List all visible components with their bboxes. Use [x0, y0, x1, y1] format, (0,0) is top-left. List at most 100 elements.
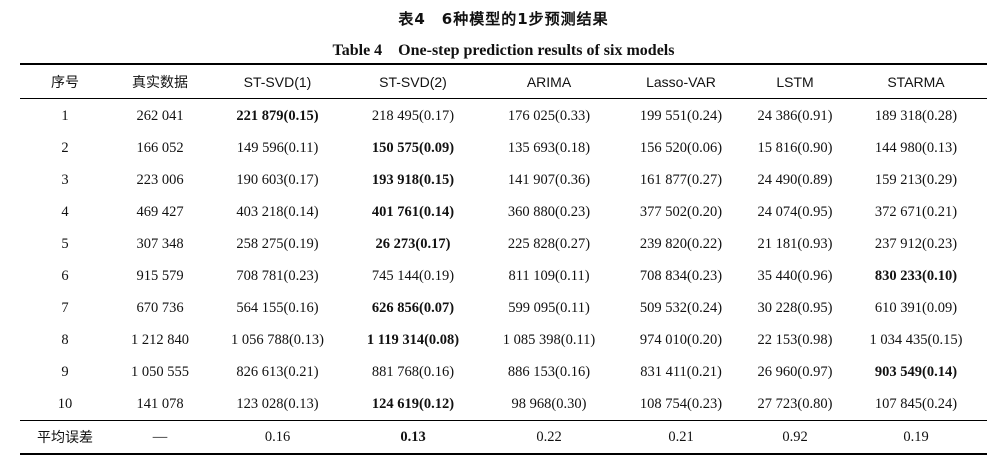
cell-arima: 98 968(0.30) [511, 395, 587, 412]
document-page: 表4 6种模型的1步预测结果 Table 4 One-step predicti… [20, 10, 987, 454]
average-error-starma: 0.19 [903, 428, 929, 445]
cell-arima: 176 025(0.33) [507, 107, 591, 124]
cell-starma: 144 980(0.13) [874, 139, 958, 156]
average-error-true-data: — [152, 428, 168, 445]
cell-arima: 360 880(0.23) [507, 203, 591, 220]
cell-st-svd-1: 221 879(0.15) [236, 107, 319, 124]
header-st-svd-1: ST-SVD(1) [243, 73, 312, 90]
table-body: 1 262 041 221 879(0.15) 218 495(0.17) 176 02… [20, 99, 987, 454]
cell-starma: 237 912(0.23) [874, 235, 958, 252]
cell-lstm: 21 181(0.93) [757, 235, 833, 252]
cell-lasso-var: 156 520(0.06) [639, 139, 723, 156]
cell-st-svd-1: 258 275(0.19) [236, 235, 319, 252]
table-row: 8 1 212 840 1 056 788(0.13) 1 119 314(0.08)… [20, 324, 987, 356]
cell-st-svd-1: 1 056 788(0.13) [230, 331, 325, 348]
cell-true-data: 166 052 [136, 139, 184, 156]
header-st-svd-2: ST-SVD(2) [379, 73, 447, 90]
cell-true-data: 670 736 [136, 299, 184, 316]
table-row: 4 469 427 403 218(0.14) 401 761(0.14) 360 88… [20, 196, 987, 228]
cell-lasso-var: 377 502(0.20) [639, 203, 723, 220]
cell-true-data: 915 579 [136, 267, 184, 284]
cell-st-svd-1: 708 781(0.23) [236, 267, 319, 284]
cell-true-data: 1 050 555 [131, 363, 189, 380]
cell-lasso-var: 831 411(0.21) [640, 363, 722, 380]
cell-arima: 886 153(0.16) [507, 363, 591, 380]
cell-starma: 159 213(0.29) [874, 171, 958, 188]
cell-arima: 135 693(0.18) [507, 139, 591, 156]
cell-true-data: 1 212 840 [131, 331, 189, 348]
cell-lstm: 27 723(0.80) [757, 395, 833, 412]
cell-st-svd-2: 193 918(0.15) [371, 171, 455, 188]
average-error-st-svd-1: 0.16 [264, 428, 291, 445]
header-starma: STARMA [887, 73, 945, 90]
cell-true-data: 141 078 [136, 395, 184, 412]
cell-lstm: 24 490(0.89) [757, 171, 833, 188]
average-error-lasso-var: 0.21 [668, 428, 694, 445]
header-arima: ARIMA [526, 73, 572, 90]
cell-st-svd-2: 1 119 314(0.08) [366, 331, 460, 348]
table-row: 6 915 579 708 781(0.23) 745 144(0.19) 811 10… [20, 260, 987, 292]
cell-arima: 141 907(0.36) [507, 171, 591, 188]
table-header: 序号 真实数据 ST-SVD(1) ST-SVD(2) ARIMA Lasso-… [20, 64, 987, 99]
average-error-row: 平均误差 — 0.16 0.13 0.22 0.21 0.92 0.19 [20, 420, 987, 454]
cell-st-svd-1: 149 596(0.11) [236, 139, 319, 156]
cell-index: 7 [61, 299, 69, 316]
average-error-arima: 0.22 [536, 428, 562, 445]
cell-lstm: 24 386(0.91) [757, 107, 833, 124]
cell-lstm: 15 816(0.90) [757, 139, 833, 156]
cell-st-svd-2: 124 619(0.12) [371, 395, 455, 412]
cell-st-svd-2: 26 273(0.17) [375, 235, 451, 252]
table-title-english: Table 4 One-step prediction results of s… [332, 42, 675, 59]
cell-lstm: 22 153(0.98) [757, 331, 833, 348]
cell-lstm: 26 960(0.97) [757, 363, 833, 380]
table-row: 3 223 006 190 603(0.17) 193 918(0.15) 141 90… [20, 164, 987, 196]
table-row: 7 670 736 564 155(0.16) 626 856(0.07) 599 09… [20, 292, 987, 324]
cell-index: 10 [57, 395, 73, 412]
cell-index: 3 [61, 171, 69, 188]
cell-st-svd-1: 123 028(0.13) [236, 395, 319, 412]
table-row: 1 262 041 221 879(0.15) 218 495(0.17) 176 02… [20, 99, 987, 133]
cell-starma: 372 671(0.21) [874, 203, 958, 220]
cell-st-svd-1: 564 155(0.16) [236, 299, 319, 316]
header-lstm: LSTM [776, 73, 814, 90]
cell-starma: 903 549(0.14) [874, 363, 958, 380]
cell-lasso-var: 509 532(0.24) [639, 299, 723, 316]
cell-true-data: 223 006 [136, 171, 184, 188]
header-row: 序号 真实数据 ST-SVD(1) ST-SVD(2) ARIMA Lasso-… [20, 64, 987, 99]
cell-true-data: 469 427 [136, 203, 184, 220]
cell-st-svd-2: 218 495(0.17) [371, 107, 455, 124]
cell-st-svd-2: 745 144(0.19) [371, 267, 455, 284]
average-error-lstm: 0.92 [782, 428, 808, 445]
table-row: 10 141 078 123 028(0.13) 124 619(0.12) 98 96… [20, 388, 987, 421]
cell-lasso-var: 974 010(0.20) [639, 331, 723, 348]
cell-lasso-var: 108 754(0.23) [639, 395, 723, 412]
cell-true-data: 307 348 [136, 235, 184, 252]
cell-starma: 189 318(0.28) [874, 107, 958, 124]
cell-lasso-var: 708 834(0.23) [639, 267, 723, 284]
cell-starma: 610 391(0.09) [874, 299, 958, 316]
cell-st-svd-2: 401 761(0.14) [371, 203, 455, 220]
average-error-label: 平均误差 [37, 430, 93, 446]
cell-starma: 830 233(0.10) [874, 267, 958, 284]
cell-lstm: 35 440(0.96) [757, 267, 833, 284]
table-title-chinese: 表4 6种模型的1步预测结果 [398, 10, 609, 28]
cell-index: 8 [61, 331, 69, 348]
cell-arima: 599 095(0.11) [508, 299, 590, 316]
cell-st-svd-2: 626 856(0.07) [371, 299, 455, 316]
cell-st-svd-1: 190 603(0.17) [236, 171, 319, 188]
average-error-st-svd-2: 0.13 [400, 428, 426, 445]
header-lasso-var: Lasso-VAR [646, 73, 716, 90]
results-table: 序号 真实数据 ST-SVD(1) ST-SVD(2) ARIMA Lasso-… [20, 63, 987, 455]
cell-starma: 1 034 435(0.15) [869, 331, 963, 348]
cell-arima: 225 828(0.27) [507, 235, 591, 252]
cell-true-data: 262 041 [136, 107, 184, 124]
table-row: 2 166 052 149 596(0.11) 150 575(0.09) 135 69… [20, 132, 987, 164]
cell-index: 5 [61, 235, 69, 252]
table-row: 9 1 050 555 826 613(0.21) 881 768(0.16) 886 … [20, 356, 987, 388]
table-row: 5 307 348 258 275(0.19) 26 273(0.17) 225 828… [20, 228, 987, 260]
cell-index: 4 [61, 203, 69, 220]
cell-lasso-var: 199 551(0.24) [639, 107, 723, 124]
cell-st-svd-2: 150 575(0.09) [371, 139, 455, 156]
cell-lstm: 24 074(0.95) [757, 203, 833, 220]
cell-index: 6 [61, 267, 69, 284]
